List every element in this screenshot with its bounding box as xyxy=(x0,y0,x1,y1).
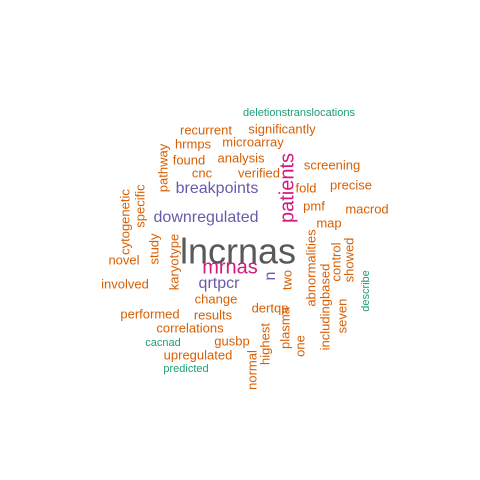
word-performed: performed xyxy=(120,306,179,321)
word-deletionstranslocations: deletionstranslocations xyxy=(243,107,355,119)
word-cytogenetic: cytogenetic xyxy=(117,189,132,255)
word-breakpoints: breakpoints xyxy=(176,180,259,197)
word-karyotype: karyotype xyxy=(166,234,181,290)
word-involved: involved xyxy=(101,276,149,291)
word-lncrnas: lncrnas xyxy=(180,231,296,272)
word-precise: precise xyxy=(330,177,372,192)
word-found: found xyxy=(173,152,206,167)
word-hrmps: hrmps xyxy=(175,136,212,151)
word-control: control xyxy=(328,242,343,281)
word-change: change xyxy=(195,291,238,306)
word-patients: patients xyxy=(276,153,298,223)
word-study: study xyxy=(146,233,161,265)
word-microarray: microarray xyxy=(222,134,284,149)
word-showed: showed xyxy=(341,238,356,283)
word-mrnas: mrnas xyxy=(202,256,258,278)
word-specific: specific xyxy=(132,184,147,228)
word-macrod: macrod xyxy=(345,201,388,216)
word-correlations: correlations xyxy=(156,320,224,335)
word-one: one xyxy=(292,335,307,357)
word-fold: fold xyxy=(296,180,317,195)
word-normal: normal xyxy=(244,350,259,390)
word-pmf: pmf xyxy=(303,198,325,213)
word-recurrent: recurrent xyxy=(180,122,232,137)
word-n: n xyxy=(262,272,279,281)
word-significantly: significantly xyxy=(248,121,316,136)
word-screening: screening xyxy=(304,157,360,172)
word-pathway: pathway xyxy=(155,143,170,192)
word-abnormalities: abnormalities xyxy=(303,229,318,307)
word-includingbased: includingbased xyxy=(317,264,332,351)
word-qrtpcr: qrtpcr xyxy=(199,275,241,292)
word-dertqp: dertqp xyxy=(252,300,289,315)
word-cacnad: cacnad xyxy=(145,337,180,349)
word-describe: describe xyxy=(360,270,372,312)
word-two: two xyxy=(279,270,294,290)
word-map: map xyxy=(316,215,341,230)
word-predicted: predicted xyxy=(163,363,208,375)
word-novel: novel xyxy=(108,252,139,267)
word-cnc: cnc xyxy=(192,165,213,180)
word-downregulated: downregulated xyxy=(154,209,259,226)
word-gusbp: gusbp xyxy=(214,333,249,348)
word-results: results xyxy=(194,307,233,322)
word-analysis: analysis xyxy=(218,150,265,165)
word-highest: highest xyxy=(257,323,272,365)
word-verified: verified xyxy=(238,165,280,180)
word-plasma: plasma xyxy=(277,306,292,349)
word-seven: seven xyxy=(334,299,349,334)
word-upregulated: upregulated xyxy=(164,347,233,362)
